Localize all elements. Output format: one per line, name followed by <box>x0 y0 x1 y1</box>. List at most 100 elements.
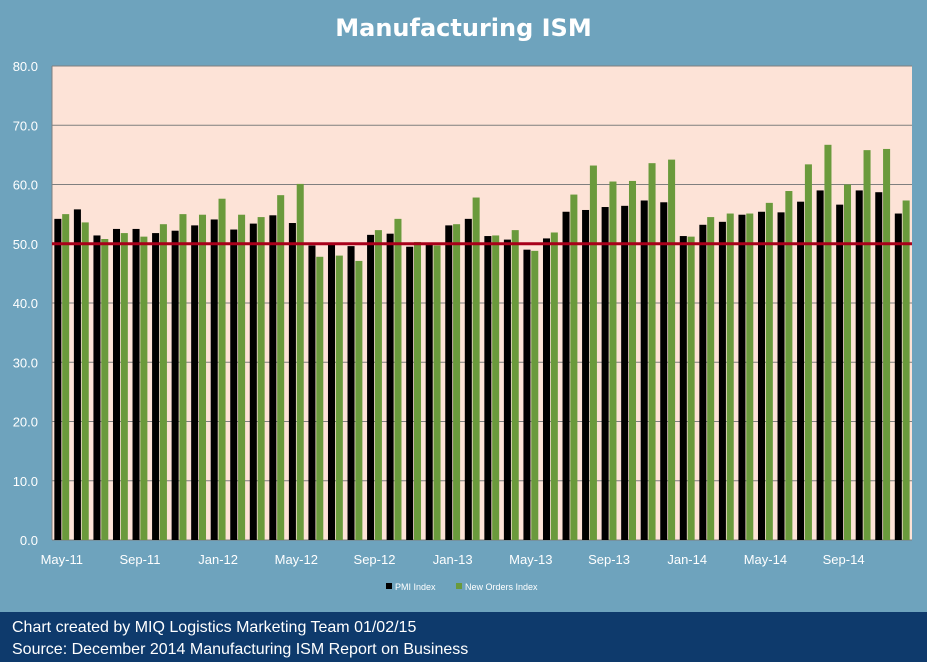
bar-pmi-index <box>601 207 609 540</box>
footer-banner: Chart created by MIQ Logistics Marketing… <box>0 612 927 662</box>
bar-new-orders-index <box>62 214 70 540</box>
bar-pmi-index <box>660 202 668 540</box>
bar-pmi-index <box>621 205 629 540</box>
bar-pmi-index <box>269 215 277 540</box>
bar-new-orders-index <box>570 194 578 540</box>
legend-swatch-pmi-index <box>386 583 392 589</box>
x-tick-label: May-11 <box>41 552 83 567</box>
bar-pmi-index <box>523 249 531 541</box>
x-tick-label: May-13 <box>509 552 552 567</box>
bar-new-orders-index <box>120 233 128 540</box>
bar-pmi-index <box>445 225 453 540</box>
bar-new-orders-index <box>628 180 637 540</box>
bar-new-orders-index <box>218 198 226 540</box>
bar-pmi-index <box>386 233 394 541</box>
x-tick-label: May-14 <box>744 552 787 567</box>
bar-new-orders-index <box>492 235 500 540</box>
chart-area: Manufacturing ISM 0.0 10.0 20.0 30.0 40.0 50.… <box>13 14 912 592</box>
x-tick-label: Sep-13 <box>588 552 630 567</box>
bar-pmi-index <box>894 213 902 540</box>
bar-pmi-index <box>327 244 336 540</box>
bar-pmi-index <box>855 190 863 541</box>
bar-new-orders-index <box>746 213 754 540</box>
y-tick-label: 0.0 <box>20 533 38 548</box>
bar-pmi-index <box>132 228 140 540</box>
x-tick-label: Jan-13 <box>433 552 473 567</box>
x-tick-label: Sep-14 <box>823 552 865 567</box>
bar-new-orders-index <box>81 222 89 541</box>
y-tick-label: 80.0 <box>13 59 38 74</box>
bar-new-orders-index <box>335 255 343 540</box>
bar-pmi-index <box>367 234 375 541</box>
x-tick-label: May-12 <box>275 552 318 567</box>
bar-pmi-index <box>210 219 218 540</box>
bar-pmi-index <box>308 245 316 540</box>
bar-new-orders-index <box>296 183 304 540</box>
bar-new-orders-index <box>668 159 676 541</box>
bar-new-orders-index <box>609 181 617 540</box>
bar-new-orders-index <box>531 250 539 541</box>
bar-pmi-index <box>93 235 101 540</box>
bar-new-orders-index <box>140 236 148 540</box>
legend-label-new-orders-index: New Orders Index <box>465 582 538 592</box>
bar-new-orders-index <box>413 241 422 540</box>
bar-new-orders-index <box>824 144 832 541</box>
y-tick-label: 10.0 <box>13 474 38 489</box>
bar-pmi-index <box>777 212 785 540</box>
bar-new-orders-index <box>374 230 382 540</box>
bar-pmi-index <box>249 223 257 541</box>
bar-new-orders-index <box>902 200 910 540</box>
bar-pmi-index <box>582 209 590 541</box>
bar-pmi-index <box>757 211 766 540</box>
bar-new-orders-index <box>198 214 207 540</box>
bar-new-orders-index <box>159 224 167 540</box>
y-tick-label: 30.0 <box>13 355 38 370</box>
bar-new-orders-index <box>433 245 441 540</box>
y-tick-label: 40.0 <box>13 296 38 311</box>
footer-credit: Chart created by MIQ Logistics Marketing… <box>12 619 417 636</box>
bar-pmi-index <box>288 223 296 540</box>
bar-new-orders-index <box>843 184 852 540</box>
y-tick-label: 70.0 <box>13 118 38 133</box>
bar-new-orders-index <box>277 195 285 541</box>
bar-pmi-index <box>191 225 199 540</box>
chart-title: Manufacturing ISM <box>335 14 592 42</box>
bar-pmi-index <box>699 224 707 541</box>
bar-pmi-index <box>347 246 355 540</box>
footer-source: Source: December 2014 Manufacturing ISM … <box>12 641 469 658</box>
x-tick-label: Sep-12 <box>354 552 396 567</box>
bar-pmi-index <box>406 246 414 540</box>
bar-new-orders-index <box>453 224 461 540</box>
bar-pmi-index <box>718 221 726 540</box>
bar-new-orders-index <box>785 191 793 540</box>
x-tick-label: Sep-11 <box>119 552 160 567</box>
y-tick-label: 20.0 <box>13 415 38 430</box>
bar-new-orders-index <box>355 260 363 540</box>
legend-swatch-new-orders-index <box>456 583 462 589</box>
bar-new-orders-index <box>316 256 324 540</box>
bar-new-orders-index <box>589 165 597 541</box>
bar-new-orders-index <box>804 164 812 541</box>
chart-svg: 0.0 10.0 20.0 30.0 40.0 50.0 60.0 70.0 80.0 May-1… <box>13 59 912 592</box>
bar-new-orders-index <box>394 218 402 541</box>
bar-new-orders-index <box>883 148 891 540</box>
bar-pmi-index <box>562 211 570 540</box>
bar-pmi-index <box>464 218 472 541</box>
bar-new-orders-index <box>550 232 558 540</box>
bar-new-orders-index <box>472 197 480 540</box>
bar-new-orders-index <box>707 217 715 540</box>
bar-pmi-index <box>230 229 238 540</box>
x-tick-label: Jan-12 <box>198 552 238 567</box>
bar-pmi-index <box>484 236 492 541</box>
bar-pmi-index <box>503 239 511 541</box>
bar-pmi-index <box>171 230 179 540</box>
bar-new-orders-index <box>511 230 519 540</box>
bar-new-orders-index <box>863 150 871 540</box>
y-tick-label: 60.0 <box>13 178 38 193</box>
bar-pmi-index <box>73 209 81 540</box>
bar-pmi-index <box>54 218 62 541</box>
bar-new-orders-index <box>238 214 246 540</box>
x-tick-label: Jan-14 <box>667 552 707 567</box>
bar-new-orders-index <box>648 163 656 541</box>
bar-pmi-index <box>816 190 824 541</box>
